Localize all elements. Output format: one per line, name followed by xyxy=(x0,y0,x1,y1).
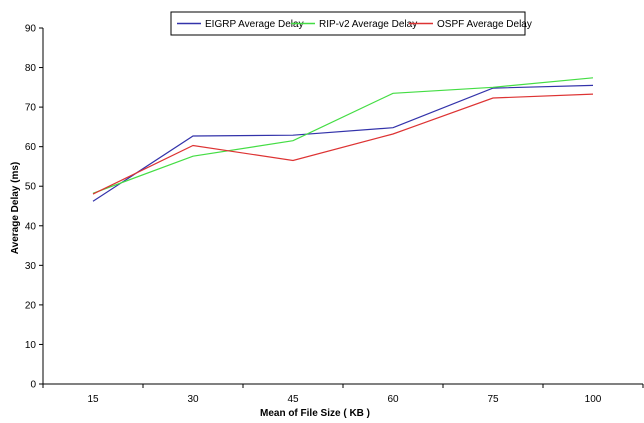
legend-box xyxy=(170,11,526,36)
y-tick-label: 20 xyxy=(25,300,37,311)
y-tick-label: 90 xyxy=(25,24,37,35)
y-axis: 0 10 20 30 40 50 60 70 80 90 xyxy=(25,24,44,391)
y-tick-label: 50 xyxy=(25,182,37,193)
x-tick-label: 15 xyxy=(87,394,99,405)
y-tick-label: 10 xyxy=(25,340,37,351)
x-tick-label: 30 xyxy=(187,394,199,405)
y-axis-title: Average Delay (ms) xyxy=(10,162,21,254)
y-tick-label: 80 xyxy=(25,63,37,74)
series-lines xyxy=(92,77,594,202)
x-axis: 15 30 45 60 75 100 xyxy=(42,383,644,405)
legend-label-1: EIGRP Average Delay xyxy=(205,19,304,30)
y-tick-label: 0 xyxy=(30,380,36,391)
x-tick-label: 75 xyxy=(487,394,499,405)
legend-label-3: OSPF Average Delay xyxy=(437,19,532,30)
y-tick-label: 60 xyxy=(25,142,37,153)
x-tick-label: 60 xyxy=(387,394,399,405)
series-line-1 xyxy=(92,84,594,202)
y-tick-label: 70 xyxy=(25,103,37,114)
x-axis-title: Mean of File Size ( KB ) xyxy=(260,408,370,419)
x-tick-label: 100 xyxy=(585,394,602,405)
legend: EIGRP Average Delay RIP-v2 Average Delay O… xyxy=(170,11,532,36)
series-line-2 xyxy=(92,77,594,194)
legend-label-2: RIP-v2 Average Delay xyxy=(319,19,417,30)
y-tick-label: 30 xyxy=(25,261,37,272)
series-line-3 xyxy=(92,93,594,195)
x-tick-label: 45 xyxy=(287,394,299,405)
y-tick-label: 40 xyxy=(25,221,37,232)
